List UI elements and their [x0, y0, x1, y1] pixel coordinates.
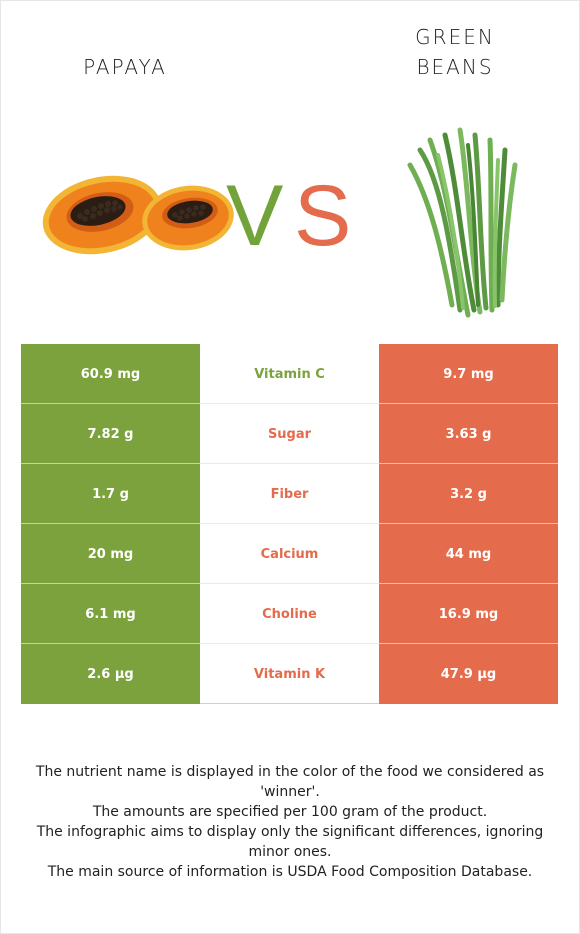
vs-letter-v: V	[226, 168, 284, 264]
table-row: 60.9 mg Vitamin C 9.7 mg	[21, 344, 558, 404]
nutrient-name: Sugar	[200, 404, 379, 464]
right-food-title: GREEN BEANS	[360, 22, 550, 82]
footnote: The nutrient name is displayed in the co…	[20, 762, 560, 882]
nutrient-label: Fiber	[270, 486, 309, 502]
papaya-image	[42, 175, 234, 255]
left-food-title: PAPAYA	[20, 52, 230, 82]
left-value: 60.9 mg	[21, 344, 200, 404]
row-divider	[200, 703, 379, 704]
nutrient-name: Choline	[200, 584, 379, 644]
right-value: 3.63 g	[379, 404, 558, 464]
table-row: 20 mg Calcium 44 mg	[21, 524, 558, 584]
table-row: 1.7 g Fiber 3.2 g	[21, 464, 558, 524]
vs-letter-s: S	[294, 168, 352, 264]
left-value: 20 mg	[21, 524, 200, 584]
footnote-line-2: The amounts are specified per 100 gram o…	[92, 804, 488, 820]
nutrient-name: Vitamin C	[200, 344, 379, 404]
nutrient-name: Vitamin K	[200, 644, 379, 704]
left-food-name: PAPAYA	[83, 55, 167, 79]
footnote-line-1: The nutrient name is displayed in the co…	[35, 764, 545, 800]
right-value: 3.2 g	[379, 464, 558, 524]
left-value: 7.82 g	[21, 404, 200, 464]
right-food-name-line2: BEANS	[416, 55, 494, 79]
table-row: 7.82 g Sugar 3.63 g	[21, 404, 558, 464]
right-value: 9.7 mg	[379, 344, 558, 404]
nutrient-label: Vitamin K	[253, 666, 326, 682]
table-row: 6.1 mg Choline 16.9 mg	[21, 584, 558, 644]
footnote-line-4: The main source of information is USDA F…	[47, 864, 533, 880]
row-separator	[21, 403, 558, 404]
table-row: 2.6 µg Vitamin K 47.9 µg	[21, 644, 558, 704]
row-separator	[21, 463, 558, 464]
nutrient-label: Calcium	[260, 546, 319, 562]
right-value: 16.9 mg	[379, 584, 558, 644]
row-separator	[21, 643, 558, 644]
right-value: 47.9 µg	[379, 644, 558, 704]
row-separator	[21, 523, 558, 524]
left-value: 2.6 µg	[21, 644, 200, 704]
footnote-line-3: The infographic aims to display only the…	[36, 824, 544, 860]
nutrient-name: Calcium	[200, 524, 379, 584]
right-food-name-line1: GREEN	[415, 25, 495, 49]
left-value: 6.1 mg	[21, 584, 200, 644]
nutrient-label: Choline	[262, 606, 317, 622]
nutrient-name: Fiber	[200, 464, 379, 524]
left-value: 1.7 g	[21, 464, 200, 524]
nutrient-label: Sugar	[267, 426, 312, 442]
green-beans-image	[407, 127, 518, 318]
right-value: 44 mg	[379, 524, 558, 584]
row-separator	[21, 583, 558, 584]
nutrient-label: Vitamin C	[254, 366, 325, 382]
